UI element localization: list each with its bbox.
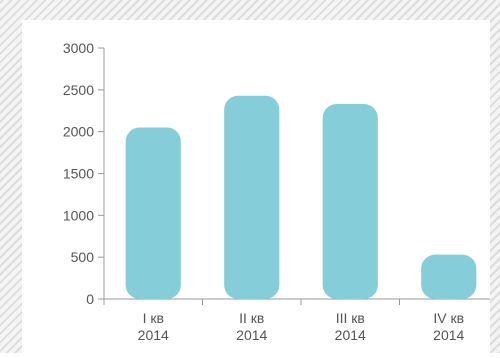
x-tick-label: 2014: [236, 327, 267, 343]
bar: [224, 95, 280, 299]
x-tick-label: III кв: [336, 310, 365, 326]
y-tick-label: 3000: [63, 40, 94, 56]
x-tick-label: II кв: [239, 310, 264, 326]
y-tick-label: 1000: [63, 207, 94, 223]
bar: [125, 127, 181, 299]
x-tick-label: I кв: [143, 310, 164, 326]
x-tick-label: IV кв: [433, 310, 464, 326]
y-tick-label: 500: [71, 249, 95, 265]
y-tick-label: 1500: [63, 166, 94, 182]
x-axis: [103, 298, 499, 305]
bars: [125, 95, 477, 299]
chart-panel: 0 500 1000 1500 2000 2500 3000 I кв 2014 II кв 20…: [22, 20, 499, 353]
y-tick-label: 2000: [63, 124, 94, 140]
bar: [421, 254, 477, 299]
x-tick-label: 2014: [335, 327, 366, 343]
y-tick-label: 2500: [63, 82, 94, 98]
y-tick-label: 0: [86, 291, 94, 307]
x-tick-label: 2014: [138, 327, 169, 343]
y-axis: 0 500 1000 1500 2000 2500 3000: [63, 40, 105, 307]
x-tick-label: 2014: [433, 327, 464, 343]
bar: [322, 104, 378, 299]
